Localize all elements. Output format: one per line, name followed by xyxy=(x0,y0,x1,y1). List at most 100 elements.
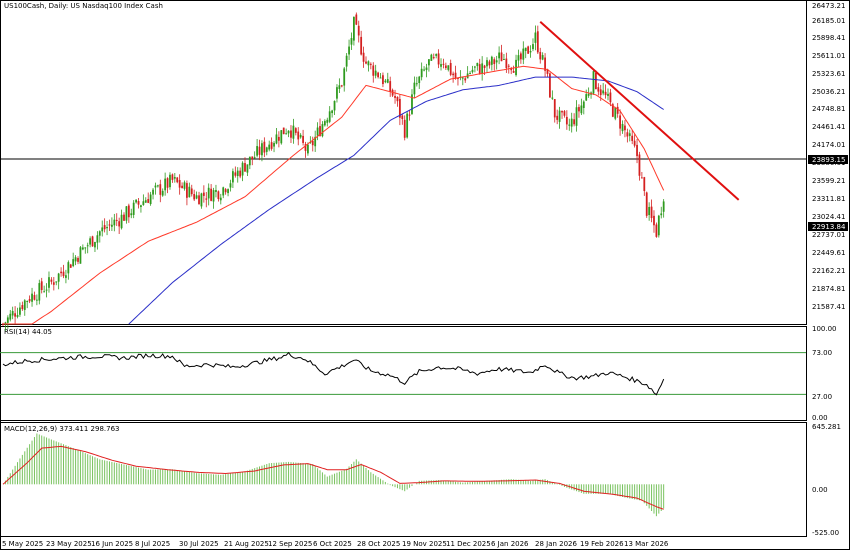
price-tick: 26185.01 xyxy=(812,17,845,25)
candle-body xyxy=(343,68,346,86)
candle-body xyxy=(379,77,382,79)
candle-body xyxy=(118,221,121,227)
level-label: 23893.15 xyxy=(812,156,845,164)
candle-body xyxy=(662,201,665,212)
candle-body xyxy=(183,182,186,189)
candle-body xyxy=(408,114,411,116)
candle-body xyxy=(500,52,503,62)
candle-body xyxy=(156,185,159,187)
candle-body xyxy=(261,143,263,156)
current-price-box xyxy=(808,222,848,231)
candle-body xyxy=(19,307,21,315)
candle-body xyxy=(495,60,498,63)
candle-body xyxy=(52,282,55,285)
candle-body xyxy=(374,70,377,76)
rsi-tick-100: 100.00 xyxy=(812,325,837,333)
price-panel-border xyxy=(0,0,807,325)
candle-body xyxy=(382,75,384,85)
candle-body xyxy=(246,164,249,173)
candle-body xyxy=(660,213,663,216)
x-tick: 19 Feb 2026 xyxy=(580,540,624,548)
x-tick: 30 Jul 2025 xyxy=(179,540,219,548)
candle-body xyxy=(72,259,75,267)
candle-body xyxy=(367,61,370,66)
candle-body xyxy=(558,110,561,122)
x-tick: 6 Oct 2025 xyxy=(313,540,352,548)
candle-body xyxy=(578,107,580,112)
candle-body xyxy=(236,170,239,177)
macd-signal-line xyxy=(2,445,664,510)
candle-body xyxy=(23,300,26,310)
candle-body xyxy=(611,104,614,117)
candle-body xyxy=(336,87,338,99)
candle-body xyxy=(256,146,258,156)
candle-body xyxy=(469,72,471,74)
candle-body xyxy=(285,133,288,135)
candle-body xyxy=(45,289,48,291)
candle-body xyxy=(207,187,210,199)
candle-body xyxy=(60,271,62,274)
candle-body xyxy=(534,32,537,43)
candle-body xyxy=(290,130,292,138)
x-tick: 6 Jan 2026 xyxy=(491,540,529,548)
ema-fast-line xyxy=(3,65,665,325)
candle-body xyxy=(607,93,609,96)
candle-body xyxy=(258,146,261,155)
candle-body xyxy=(510,68,513,71)
candle-body xyxy=(529,51,532,53)
candle-body xyxy=(292,125,295,139)
candle-body xyxy=(239,170,242,177)
candle-body xyxy=(311,140,314,146)
trendline[interactable] xyxy=(539,20,740,201)
candle-body xyxy=(304,144,307,151)
candle-body xyxy=(442,63,445,65)
candle-body xyxy=(282,127,285,135)
candle-body xyxy=(541,55,544,60)
candle-body xyxy=(178,180,181,188)
candle-body xyxy=(65,275,67,278)
candle-body xyxy=(69,264,72,268)
candle-body xyxy=(599,89,602,96)
x-tick: 13 Mar 2026 xyxy=(624,540,669,548)
candle-body xyxy=(188,186,191,198)
candle-body xyxy=(582,101,585,109)
candle-body xyxy=(135,199,137,203)
candle-body xyxy=(561,110,563,113)
rsi-line xyxy=(2,351,665,396)
candle-body xyxy=(360,36,363,55)
candle-body xyxy=(193,194,196,200)
candle-body xyxy=(517,55,520,61)
candle-body xyxy=(602,90,605,94)
candle-body xyxy=(350,38,353,45)
x-tick: 12 Sep 2025 xyxy=(268,540,312,548)
candle-body xyxy=(48,277,50,288)
candle-body xyxy=(650,206,653,219)
candle-body xyxy=(302,135,304,143)
candle-body xyxy=(111,224,113,227)
candle-body xyxy=(35,299,38,301)
candle-body xyxy=(563,111,566,116)
candle-body xyxy=(423,69,425,71)
candle-body xyxy=(657,215,660,236)
candle-body xyxy=(287,130,290,134)
candle-body xyxy=(638,154,641,176)
price-tick: 23599.21 xyxy=(812,177,845,185)
candle-body xyxy=(84,247,87,249)
candle-body xyxy=(89,238,92,245)
candle-body xyxy=(74,257,77,262)
candle-body xyxy=(505,58,508,69)
x-tick: 16 Jun 2025 xyxy=(91,540,133,548)
candle-body xyxy=(127,205,130,218)
candle-body xyxy=(40,281,43,291)
candle-body xyxy=(275,134,278,144)
candle-body xyxy=(321,124,324,137)
candle-body xyxy=(587,93,590,96)
candle-body xyxy=(4,322,7,325)
candle-body xyxy=(565,116,568,125)
candle-body xyxy=(488,61,491,66)
candle-body xyxy=(512,70,515,73)
candle-body xyxy=(345,55,348,67)
candle-body xyxy=(413,82,416,95)
candle-body xyxy=(604,91,607,96)
